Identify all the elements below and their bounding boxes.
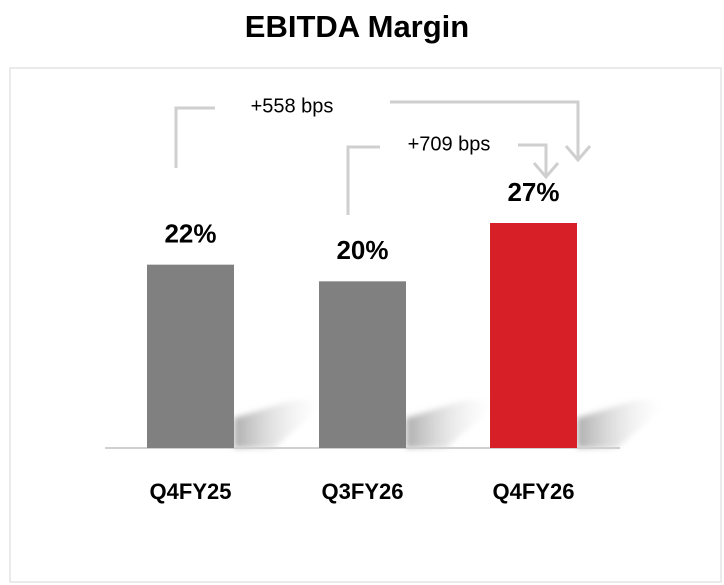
value-label: 22% (164, 219, 216, 249)
bracket (174, 106, 215, 168)
arrow-head (564, 145, 592, 163)
x-tick-label: Q4FY26 (493, 479, 575, 504)
x-tick-label: Q3FY26 (322, 479, 404, 504)
bar-shadow (406, 400, 501, 448)
value-label: 27% (507, 177, 559, 207)
bar (147, 264, 234, 448)
arrow-head (532, 162, 560, 180)
bar-shadow (577, 400, 672, 448)
bar-shadow (234, 400, 329, 448)
value-label: 20% (336, 235, 388, 265)
bar (490, 223, 577, 448)
chart-title: EBITDA Margin (245, 9, 469, 44)
bracket (346, 145, 380, 215)
annotation: +558 bps (251, 95, 334, 117)
bracket (518, 143, 548, 175)
shadows (234, 400, 672, 448)
bar (319, 281, 406, 448)
bracket (390, 100, 580, 158)
annotation: +709 bps (408, 133, 491, 155)
x-tick-label: Q4FY25 (150, 479, 232, 504)
